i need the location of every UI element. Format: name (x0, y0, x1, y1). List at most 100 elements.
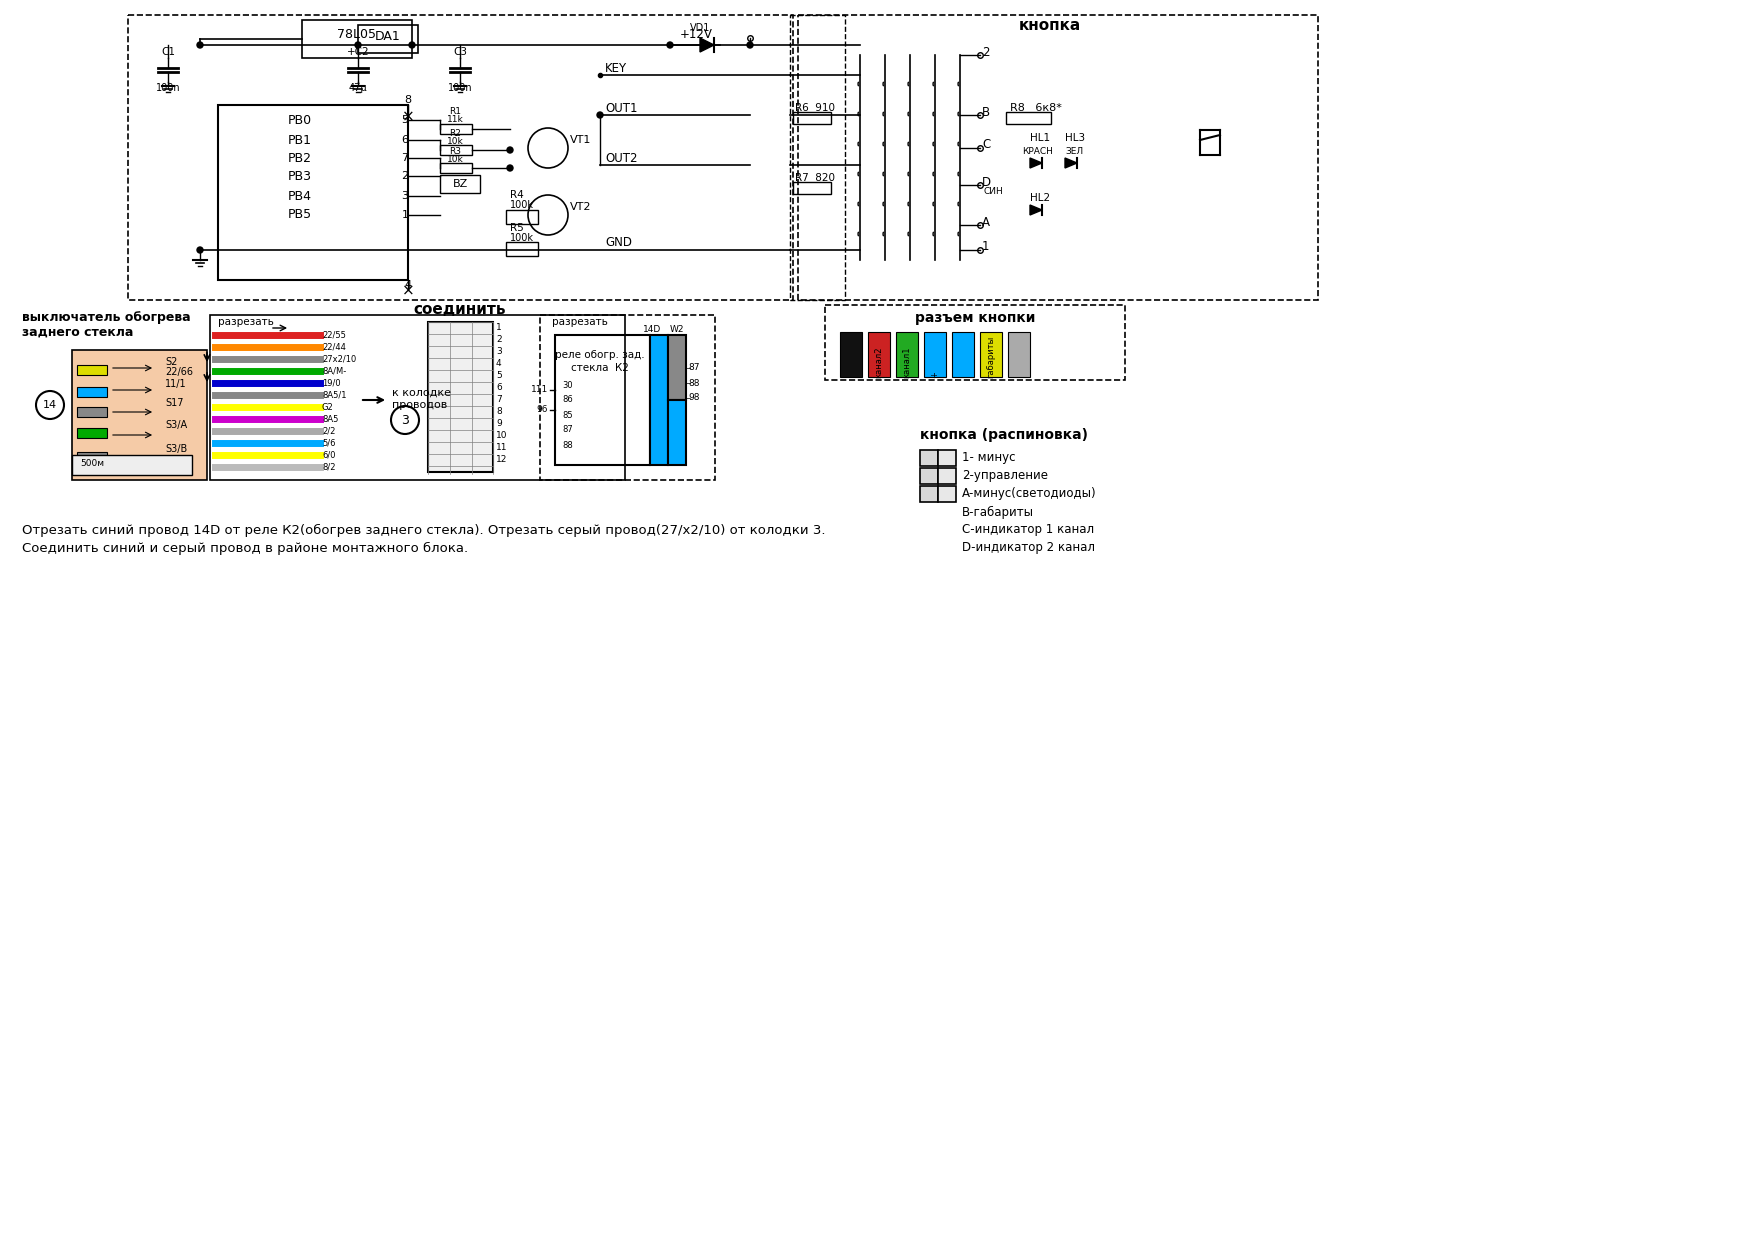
Text: СИН: СИН (984, 187, 1003, 196)
Bar (798, 15, 1317, 300)
Bar (540, 315, 716, 480)
Bar (668, 401, 686, 465)
Bar (868, 332, 889, 377)
Bar (921, 467, 938, 484)
Bar (938, 486, 956, 502)
Bar (840, 332, 861, 377)
Bar (793, 112, 831, 124)
Circle shape (507, 148, 512, 153)
Bar (77, 453, 107, 463)
Bar (128, 15, 793, 300)
Text: канал2: канал2 (875, 346, 884, 378)
Text: R6  910: R6 910 (795, 103, 835, 113)
Text: соединить: соединить (414, 303, 507, 317)
Text: B: B (982, 105, 989, 119)
Text: DA1: DA1 (375, 30, 402, 42)
Text: VT1: VT1 (570, 135, 591, 145)
Text: 88: 88 (688, 378, 700, 387)
Text: 8А/М-: 8А/М- (323, 367, 346, 376)
Text: S3/B: S3/B (165, 444, 188, 454)
Bar (302, 20, 412, 58)
Text: 11/1: 11/1 (165, 379, 186, 389)
Bar (210, 315, 624, 480)
Bar (428, 322, 493, 472)
Text: ЗЕЛ: ЗЕЛ (1065, 148, 1082, 156)
Text: VD1: VD1 (689, 24, 710, 33)
Text: 3: 3 (402, 191, 409, 201)
Circle shape (667, 42, 674, 48)
Text: 8: 8 (496, 408, 502, 417)
Bar (921, 450, 938, 466)
Text: R2: R2 (449, 129, 461, 139)
Text: 11k: 11k (447, 115, 463, 124)
Bar (554, 335, 651, 465)
Text: W2: W2 (670, 325, 684, 335)
Text: R4: R4 (510, 190, 524, 200)
Text: R3: R3 (449, 148, 461, 156)
Text: S17: S17 (165, 398, 184, 408)
Text: В-габариты: В-габариты (961, 506, 1035, 518)
Bar (938, 450, 956, 466)
Bar (505, 242, 538, 255)
Text: 10k: 10k (447, 155, 463, 165)
Text: 10k: 10k (447, 138, 463, 146)
Text: 88: 88 (563, 440, 574, 450)
Text: заднего стекла: заднего стекла (23, 325, 133, 339)
Text: KEY: KEY (605, 62, 628, 74)
Circle shape (507, 165, 512, 171)
Text: 100k: 100k (510, 233, 533, 243)
Text: 1- минус: 1- минус (961, 451, 1016, 465)
Text: 9: 9 (496, 419, 502, 429)
Text: 14D: 14D (644, 325, 661, 335)
Text: 8А5: 8А5 (323, 414, 339, 424)
Text: HL3: HL3 (1065, 133, 1086, 143)
Text: 22/55: 22/55 (323, 331, 346, 340)
Text: 2-управление: 2-управление (961, 470, 1047, 482)
Circle shape (409, 42, 416, 48)
Bar (924, 332, 945, 377)
Text: 78L05: 78L05 (337, 29, 377, 41)
Text: C1: C1 (161, 47, 175, 57)
Text: ×: × (402, 109, 414, 124)
Text: 1: 1 (982, 241, 989, 253)
Text: 2: 2 (496, 336, 502, 345)
Text: С-индикатор 1 канал: С-индикатор 1 канал (961, 523, 1094, 537)
Text: 3: 3 (496, 347, 502, 357)
Text: 4: 4 (405, 280, 412, 290)
Text: 2: 2 (982, 46, 989, 58)
Text: S2: S2 (165, 357, 177, 367)
Text: 2/2: 2/2 (323, 427, 335, 435)
Text: Отрезать синий провод 14D от реле К2(обогрев заднего стекла). Отрезать серый про: Отрезать синий провод 14D от реле К2(обо… (23, 523, 826, 537)
Text: HL2: HL2 (1030, 193, 1051, 203)
Text: +12V: +12V (681, 29, 712, 41)
Text: 6: 6 (496, 383, 502, 393)
Bar (938, 467, 956, 484)
Text: 86: 86 (563, 396, 574, 404)
Text: ×: × (402, 284, 414, 299)
Text: 500м: 500м (81, 460, 103, 469)
Polygon shape (1065, 157, 1077, 167)
Text: 4: 4 (496, 360, 502, 368)
Text: D: D (982, 176, 991, 188)
Text: 27х2/10: 27х2/10 (323, 355, 356, 363)
Text: 8А5/1: 8А5/1 (323, 391, 347, 399)
Text: 5/6: 5/6 (323, 439, 335, 448)
Text: +: + (931, 371, 940, 378)
Bar (952, 332, 973, 377)
Text: PB0: PB0 (288, 114, 312, 126)
Polygon shape (700, 38, 714, 52)
Bar (217, 105, 409, 280)
Text: стекла  К2: стекла К2 (572, 363, 630, 373)
Text: Соединить синий и серый провод в районе монтажного блока.: Соединить синий и серый провод в районе … (23, 542, 468, 554)
Text: 100n: 100n (156, 83, 181, 93)
Bar (77, 407, 107, 417)
Circle shape (596, 112, 603, 118)
Text: R5: R5 (510, 223, 524, 233)
Text: выключатель обогрева: выключатель обогрева (23, 310, 191, 324)
Text: 22/66: 22/66 (165, 367, 193, 377)
Text: 10: 10 (496, 432, 507, 440)
Bar (358, 25, 417, 53)
Text: 5: 5 (402, 115, 409, 125)
Bar (896, 332, 917, 377)
Text: кнопка: кнопка (1019, 17, 1080, 32)
